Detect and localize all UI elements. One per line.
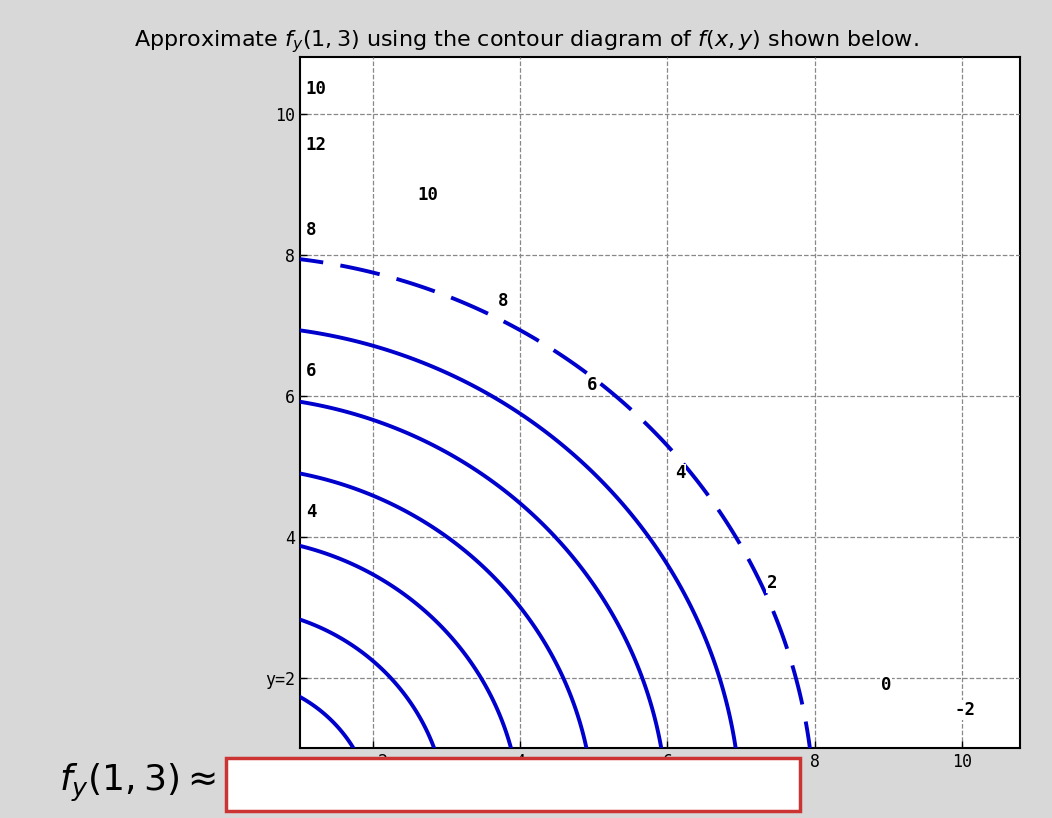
Text: 8: 8 [306, 221, 317, 239]
Text: 2: 2 [767, 573, 777, 591]
Text: 12: 12 [306, 137, 327, 155]
Point [218, 812, 235, 818]
Point [218, 812, 235, 818]
Point [218, 812, 235, 818]
Point [218, 812, 235, 818]
Text: 4: 4 [674, 465, 685, 483]
Text: 6: 6 [306, 362, 317, 380]
Text: 10: 10 [418, 186, 439, 204]
Point [218, 812, 235, 818]
Text: 4: 4 [306, 503, 317, 521]
Text: Approximate $f_y(1, 3)$ using the contour diagram of $f(x, y)$ shown below.: Approximate $f_y(1, 3)$ using the contou… [134, 29, 918, 56]
Point [218, 812, 235, 818]
Text: 0: 0 [881, 676, 891, 694]
Point [218, 812, 235, 818]
Text: $f_y(1, 3) \approx$: $f_y(1, 3) \approx$ [59, 762, 216, 804]
Text: -2: -2 [954, 701, 975, 719]
Text: 6: 6 [587, 376, 598, 394]
FancyBboxPatch shape [226, 757, 800, 811]
Text: 10: 10 [306, 80, 327, 98]
Point [218, 812, 235, 818]
Text: 8: 8 [499, 291, 509, 309]
